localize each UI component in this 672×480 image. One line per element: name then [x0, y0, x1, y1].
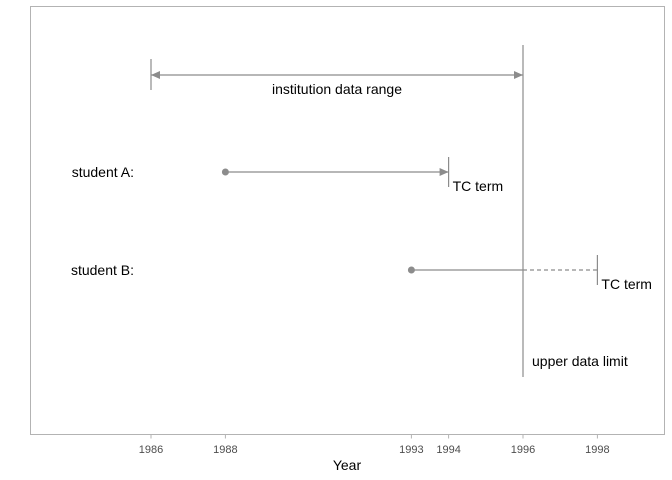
- student-a-label: student A:: [72, 164, 134, 180]
- x-tick-label: 1998: [585, 444, 609, 456]
- student-b-term-label: TC term: [601, 276, 652, 292]
- institution-range-label: institution data range: [272, 81, 402, 97]
- upper-limit-label: upper data limit: [532, 353, 628, 369]
- x-tick-label: 1986: [139, 444, 163, 456]
- x-axis-title: Year: [333, 457, 362, 473]
- x-axis: 1986 1988 1993 1994 1996 1998: [139, 434, 610, 456]
- student-b-timeline: student B: TC term: [71, 255, 652, 292]
- student-a-arrow: [439, 168, 449, 176]
- x-tick-label: 1988: [213, 444, 237, 456]
- range-arrow-right: [514, 71, 523, 79]
- range-arrow-left: [151, 71, 160, 79]
- plot-panel: [30, 6, 665, 435]
- x-tick-label: 1993: [399, 444, 423, 456]
- student-b-label: student B:: [71, 262, 134, 278]
- upper-limit: upper data limit: [522, 45, 628, 377]
- x-tick-label: 1994: [436, 444, 460, 456]
- student-a-timeline: student A: TC term: [72, 157, 503, 194]
- x-tick-label: 1996: [511, 444, 535, 456]
- institution-range: institution data range: [150, 59, 523, 97]
- student-a-term-label: TC term: [453, 178, 504, 194]
